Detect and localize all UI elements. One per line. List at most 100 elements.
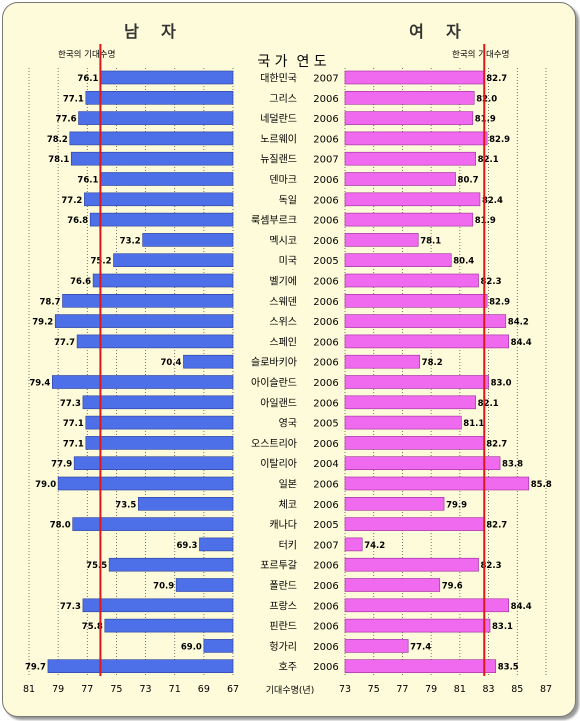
country-label: 덴마크 — [269, 174, 297, 186]
female-bar — [344, 395, 476, 410]
country-label: 호주 — [279, 661, 297, 673]
male-tick-label: 81 — [23, 684, 35, 695]
male-value-label: 73.5 — [115, 500, 136, 510]
male-value-label: 78.7 — [40, 297, 61, 307]
female-bar — [344, 436, 485, 450]
female-value-label: 82.3 — [481, 561, 502, 571]
male-bar — [76, 334, 234, 349]
country-label: 스위스 — [269, 315, 297, 328]
year-label: 2006 — [313, 358, 338, 369]
male-value-label: 78.2 — [47, 135, 68, 145]
country-label: 폴란드 — [269, 580, 297, 592]
male-value-label: 77.1 — [63, 439, 84, 449]
female-header: 여 자 — [409, 22, 461, 41]
female-bar — [344, 314, 507, 328]
male-bar — [100, 172, 234, 186]
female-value-label: 83.8 — [502, 460, 523, 470]
female-reference-label: 한국의 기대수명 — [452, 49, 509, 60]
female-bar — [344, 91, 475, 105]
male-bar — [89, 212, 234, 227]
male-bar — [100, 70, 234, 85]
male-value-label: 78.0 — [50, 521, 71, 531]
male-bar — [175, 578, 234, 592]
female-value-label: 81.1 — [463, 419, 484, 429]
female-value-label: 84.4 — [511, 338, 532, 348]
female-bar — [344, 578, 441, 592]
male-bar — [82, 395, 234, 410]
year-label: 2006 — [313, 337, 338, 348]
female-value-label: 79.9 — [446, 500, 467, 510]
male-bar — [203, 639, 234, 653]
year-label: 2005 — [313, 520, 338, 531]
female-value-label: 82.1 — [478, 155, 499, 165]
x-axis-label: 기대수명(년) — [266, 685, 314, 696]
male-reference-label: 한국의 기대수명 — [58, 49, 115, 60]
male-value-label: 77.3 — [60, 399, 81, 409]
male-bar — [85, 415, 234, 430]
female-bar — [344, 273, 479, 288]
year-label: 2006 — [313, 581, 338, 592]
country-label: 스웨덴 — [269, 296, 297, 308]
female-value-label: 82.7 — [486, 74, 507, 84]
male-value-label: 77.2 — [61, 196, 82, 206]
year-label: 2006 — [313, 622, 338, 633]
year-label: 2007 — [313, 155, 338, 166]
male-bar — [199, 537, 234, 552]
year-label: 2006 — [313, 195, 338, 206]
male-value-label: 69.0 — [181, 642, 202, 652]
female-bar — [344, 172, 456, 186]
male-tick-label: 67 — [227, 684, 239, 695]
male-value-label: 76.6 — [70, 277, 91, 287]
year-label: 2006 — [313, 642, 338, 653]
male-value-label: 70.9 — [153, 582, 174, 592]
female-bar — [344, 415, 462, 430]
year-label: 2006 — [313, 561, 338, 572]
year-label: 2006 — [313, 94, 338, 105]
male-header: 남 자 — [124, 22, 176, 41]
year-label: 2007 — [313, 540, 338, 551]
female-value-label: 82.9 — [489, 135, 510, 145]
male-value-label: 75.5 — [86, 561, 107, 571]
female-value-label: 83.5 — [498, 663, 519, 673]
female-bar — [344, 151, 476, 166]
female-value-label: 78.2 — [422, 358, 443, 368]
female-bar — [344, 70, 485, 85]
year-label: 2006 — [313, 439, 338, 450]
male-bar — [52, 375, 234, 389]
year-label: 2006 — [313, 500, 338, 511]
male-tick-label: 79 — [52, 684, 64, 695]
female-value-label: 81.9 — [475, 216, 496, 226]
female-tick-label: 81 — [454, 684, 466, 695]
male-tick-label: 71 — [169, 684, 181, 695]
male-bar — [72, 517, 234, 531]
year-label: 2006 — [313, 480, 338, 491]
female-bar — [344, 456, 501, 471]
country-year-header: 국 가 연 도 — [257, 54, 326, 70]
female-value-label: 83.0 — [491, 379, 512, 389]
year-label: 2006 — [313, 662, 338, 673]
year-label: 2006 — [313, 601, 338, 612]
female-value-label: 85.8 — [531, 480, 552, 490]
year-label: 2006 — [313, 398, 338, 409]
country-label: 룩셈부르크 — [251, 215, 297, 227]
female-bar — [344, 496, 445, 511]
male-bar — [142, 233, 234, 247]
female-value-label: 82.3 — [481, 277, 502, 287]
male-bar — [78, 111, 234, 125]
male-bar — [82, 598, 234, 613]
female-value-label: 81.9 — [475, 115, 496, 125]
male-value-label: 70.4 — [160, 358, 181, 368]
female-bar — [344, 192, 481, 207]
year-label: 2006 — [313, 378, 338, 389]
female-value-label: 84.4 — [511, 602, 532, 612]
female-tick-label: 83 — [483, 684, 495, 695]
female-tick-label: 75 — [368, 684, 380, 695]
male-value-label: 79.4 — [29, 379, 50, 389]
female-value-label: 82.0 — [476, 94, 497, 104]
country-label: 헝가리 — [269, 641, 297, 653]
male-bar — [104, 618, 234, 633]
country-label: 아일랜드 — [260, 397, 297, 409]
male-bar — [92, 273, 234, 288]
male-bar — [47, 659, 234, 674]
